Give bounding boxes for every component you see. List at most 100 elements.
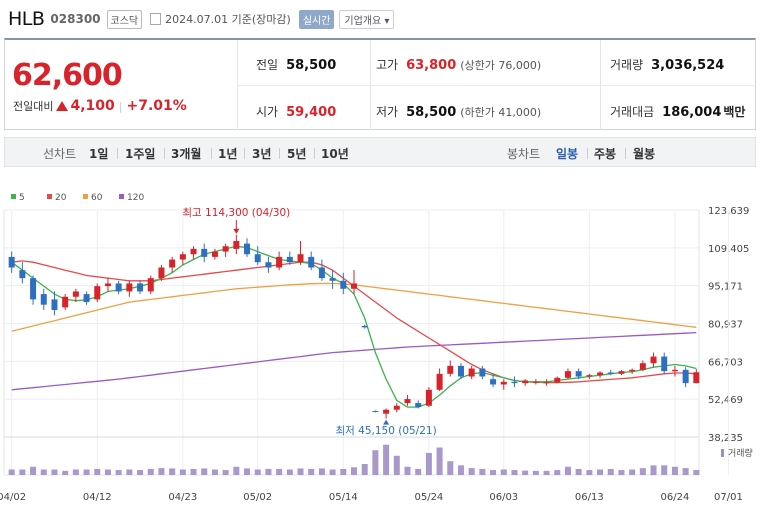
volume-bar <box>126 469 133 475</box>
company-overview-dropdown[interactable]: 기업개요 ▾ <box>339 9 395 29</box>
candle-body <box>329 278 336 281</box>
y-tick-label: 38,235 <box>708 433 743 444</box>
period-5y[interactable]: 5년 <box>287 147 307 161</box>
volume-bar <box>661 465 668 475</box>
candle-body <box>639 363 646 370</box>
candle-weekly[interactable]: 주봉 <box>594 147 617 161</box>
volume-bar <box>372 450 379 475</box>
period-toolbar: 선차트 1일 1주일 3개월 1년 3년 5년 10년 봉차트 일봉 주봉 월봉 <box>4 137 756 167</box>
x-tick-label: 05/24 <box>414 492 443 503</box>
x-tick-label: 06/03 <box>489 492 518 503</box>
divider <box>244 148 245 159</box>
volume-bar <box>404 466 411 475</box>
volume-bar <box>211 469 218 475</box>
divider <box>211 148 212 159</box>
volume-bar <box>297 468 304 475</box>
volume-bar <box>83 469 90 475</box>
period-10y[interactable]: 10년 <box>321 147 349 161</box>
lower-limit: (하한가 41,000) <box>460 106 542 119</box>
legend-label-60: 60 <box>91 193 103 203</box>
open-label: 시가 <box>256 105 279 119</box>
high-price: 고가 63,800 (상한가 76,000) <box>376 56 541 73</box>
volume-bar <box>308 468 315 475</box>
candle-body <box>468 368 475 377</box>
volume-bar <box>436 447 443 475</box>
period-1w[interactable]: 1주일 <box>125 147 156 161</box>
volume-legend-swatch <box>721 449 724 457</box>
y-tick-label: 52,469 <box>708 395 743 406</box>
current-price: 62,600 <box>12 58 123 93</box>
period-1y[interactable]: 1년 <box>218 147 238 161</box>
candle-body <box>618 371 625 374</box>
candle-body <box>244 243 251 255</box>
volume-label: 거래량 <box>610 58 644 72</box>
legend-label-20: 20 <box>55 193 67 203</box>
divider <box>587 148 588 159</box>
divider <box>164 148 165 159</box>
x-tick-label: 06/13 <box>575 492 604 503</box>
volume-bar <box>329 469 336 475</box>
price-chart[interactable]: 52060120123,639109,40595,17180,93766,703… <box>0 185 760 510</box>
volume-bar <box>490 470 497 475</box>
volume-bar <box>244 468 251 475</box>
x-tick-label: 07/01 <box>714 492 743 503</box>
volume-bar <box>72 469 79 475</box>
period-1d[interactable]: 1일 <box>89 147 109 161</box>
low-label: 저가 <box>376 105 399 119</box>
candle-body <box>115 283 122 292</box>
candle-body <box>222 246 229 252</box>
period-3m[interactable]: 3개월 <box>171 147 202 161</box>
candle-body <box>607 372 614 374</box>
volume-bar <box>340 468 347 475</box>
candle-body <box>650 356 657 364</box>
open-price: 시가 59,400 <box>256 103 336 120</box>
candle-body <box>179 254 186 260</box>
volume-bar <box>468 468 475 475</box>
volume-bar <box>179 469 186 475</box>
candle-body <box>479 368 486 377</box>
candle-body <box>404 399 411 404</box>
volume-bar <box>286 469 293 475</box>
volume-bar <box>650 465 657 475</box>
candle-body <box>597 372 604 376</box>
candle-body <box>30 278 37 300</box>
period-3y[interactable]: 3년 <box>252 147 272 161</box>
candle-body <box>415 403 422 408</box>
candle-body <box>361 325 368 328</box>
candle-body <box>372 411 379 413</box>
legend-swatch-120 <box>119 194 124 199</box>
candle-body <box>554 377 561 383</box>
candle-body <box>276 256 283 268</box>
change-amount: 4,100 <box>70 98 115 114</box>
divider <box>238 85 756 86</box>
volume-bar <box>522 470 529 475</box>
high-value: 63,800 <box>406 58 457 73</box>
candle-body <box>671 369 678 372</box>
candle-body <box>490 379 497 385</box>
candle-daily[interactable]: 일봉 <box>556 147 579 161</box>
volume-bar <box>254 469 261 475</box>
candle-body <box>500 381 507 385</box>
change-rate: +7.01% <box>126 98 187 114</box>
candle-body <box>629 369 636 372</box>
trade-amount: 거래대금 186,004 백만 <box>610 103 745 120</box>
candle-body <box>586 375 593 377</box>
volume-bar <box>618 470 625 475</box>
volume-bar <box>693 470 700 475</box>
candle-monthly[interactable]: 월봉 <box>633 147 656 161</box>
candle-chart-label: 봉차트 <box>507 147 541 161</box>
divider <box>117 148 118 159</box>
candle-body <box>72 291 79 297</box>
high-arrow-head <box>233 228 240 234</box>
volume-bar <box>597 469 604 475</box>
candle-body <box>40 294 47 305</box>
candle-body <box>83 294 90 303</box>
prev-close-value: 58,500 <box>286 58 337 73</box>
volume-bar <box>607 468 614 475</box>
prev-close: 전일 58,500 <box>256 56 336 73</box>
realtime-button[interactable]: 실시간 <box>298 9 335 29</box>
open-value: 59,400 <box>286 105 337 120</box>
candle-body <box>340 280 347 289</box>
volume-bar <box>104 469 111 475</box>
company-overview-label: 기업개요 <box>344 15 382 27</box>
